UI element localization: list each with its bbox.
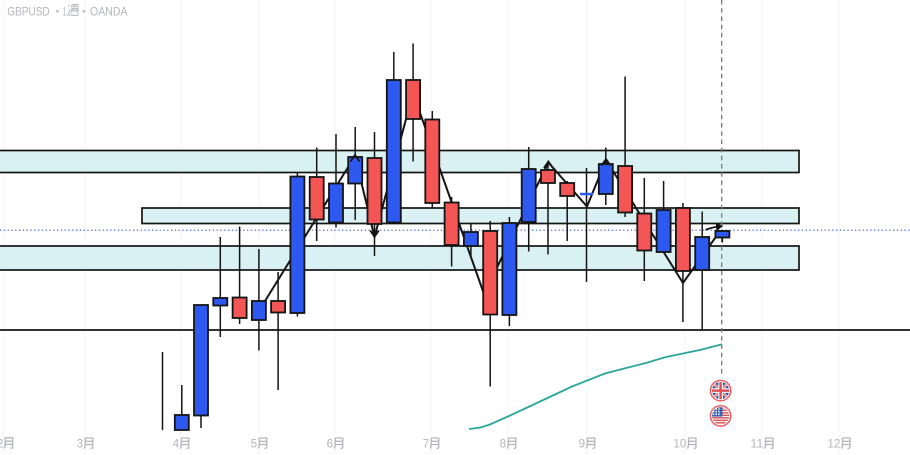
svg-text:1: 1	[63, 4, 67, 18]
svg-text:3: 3	[77, 436, 84, 450]
svg-text:OANDA: OANDA	[90, 4, 128, 18]
svg-text:11: 11	[750, 436, 763, 450]
svg-text:5: 5	[251, 436, 258, 450]
svg-text:12: 12	[827, 436, 840, 450]
svg-text:GBPUSD: GBPUSD	[7, 4, 50, 18]
svg-text:6: 6	[327, 436, 334, 450]
svg-text:9: 9	[579, 436, 586, 450]
svg-text:8: 8	[500, 436, 507, 450]
svg-text:10: 10	[673, 436, 686, 450]
svg-text:7: 7	[423, 436, 430, 450]
svg-text:2: 2	[0, 437, 4, 451]
svg-text:4: 4	[173, 436, 180, 450]
